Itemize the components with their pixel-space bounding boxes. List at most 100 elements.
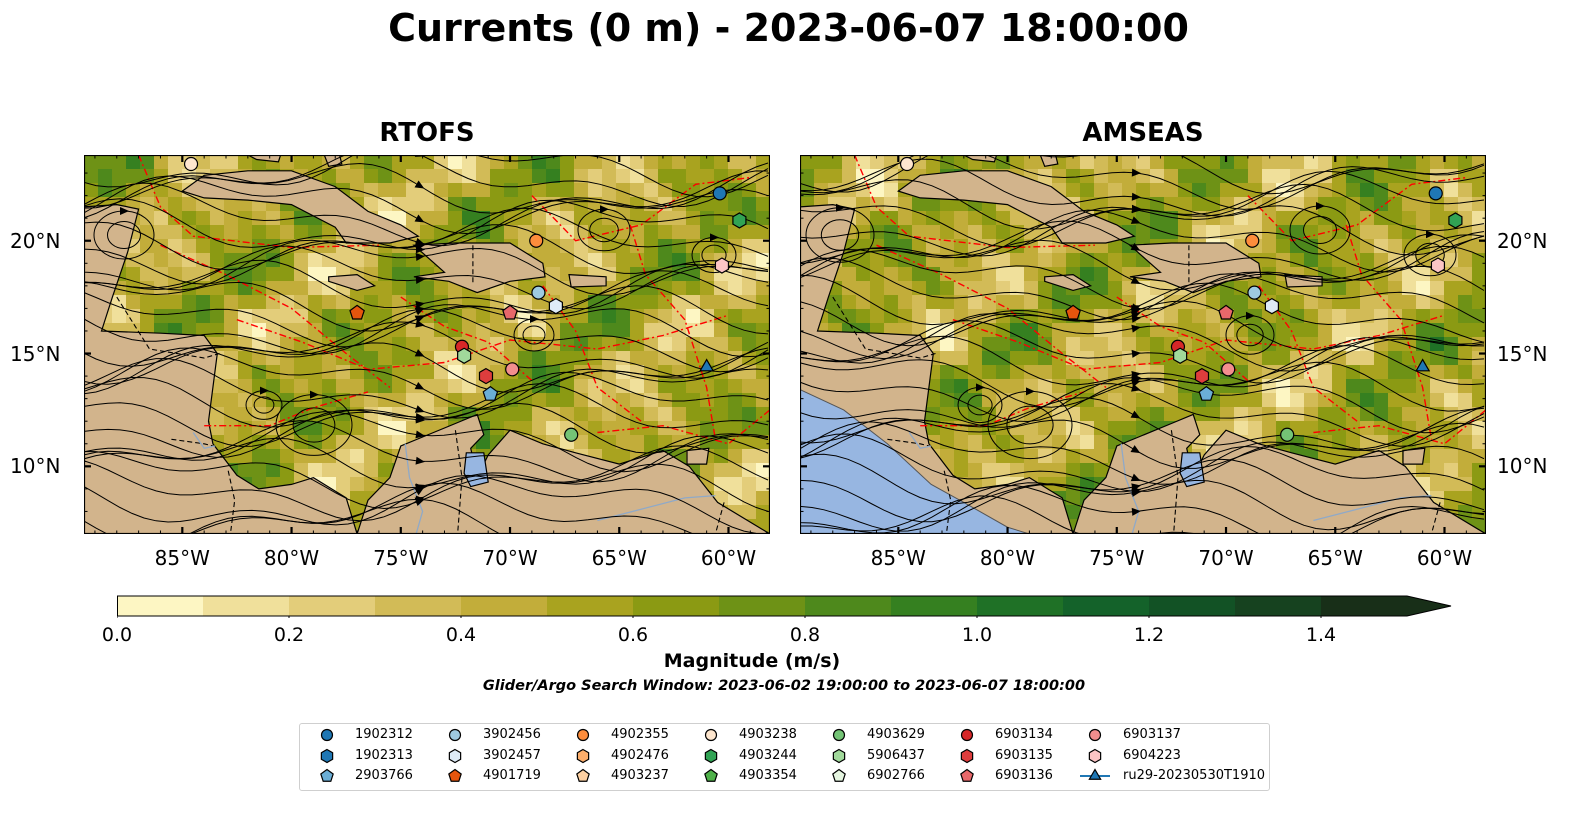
panel-title-rtofs: RTOFS [379,118,475,148]
colorbar-segment [461,596,548,616]
lat-tick-label: 20°N [1497,228,1548,253]
lon-tick-label: 70°W [482,546,538,570]
colorbar-segment [719,596,806,616]
legend-label: 4903238 [739,727,797,742]
float-marker-ru29-20230530T1910 [699,358,715,372]
float-marker-5906437 [1173,347,1188,364]
float-marker-3902456 [531,285,546,300]
legend-marker-pentagon [448,768,462,782]
colorbar-segment [547,596,634,616]
lon-tick-label: 60°W [700,546,757,570]
legend-marker-hexagon [960,748,974,763]
legend-marker-circle [320,728,334,742]
legend-marker-hexagon [448,748,462,763]
legend-marker-pentagon [320,768,334,782]
map-frame [84,155,770,534]
float-marker-4902355 [529,233,544,248]
colorbar-segment [1149,596,1236,616]
float-marker-1902312 [1428,186,1443,201]
colorbar-segment [805,596,892,616]
legend-label: 3902457 [483,747,541,763]
colorbar-extend-arrow [1407,596,1451,616]
legend-label: 1902313 [355,747,413,763]
lon-tick-label: 60°W [1416,546,1473,570]
lon-tick-label: 80°W [979,546,1036,570]
legend-label: 6903134 [995,727,1053,742]
lat-tick-label: 15°N [1497,341,1548,366]
legend-marker-hexagon [576,748,590,763]
legend-marker-circle [704,728,718,742]
float-marker-3902457 [1264,297,1279,315]
colorbar-segment [117,596,204,616]
map-panel-amseas [800,155,1486,534]
colorbar-tick-label: 0.4 [445,624,477,646]
legend-label: 4903354 [739,768,797,783]
legend-marker-hexagon [320,748,334,763]
lon-tick-label: 65°W [1307,546,1363,570]
legend-label: 4902476 [611,747,669,763]
float-marker-3902456 [1247,285,1262,300]
lon-tick-label: 80°W [263,546,320,570]
float-marker-4903238 [899,156,915,172]
colorbar-segment [633,596,720,616]
float-marker-2903766 [482,385,499,401]
float-marker-6903137 [505,362,520,377]
lat-tick-label: 20°N [10,228,61,253]
legend-marker-circle [1088,728,1102,742]
float-marker-ru29-20230530T1910 [1415,358,1431,372]
streamline-arrows [120,155,719,506]
axis-ticks [800,155,1486,534]
float-marker-4902355 [1245,233,1260,248]
map-panel-rtofs [84,155,770,534]
legend-label: 4903237 [611,768,669,783]
colorbar-tick-label: 0.8 [789,624,821,646]
map-frame [800,155,1486,534]
legend-marker-hexagon [1088,748,1102,763]
legend-marker-circle [960,728,974,742]
colorbar-tick-label: 0.0 [101,624,133,646]
float-marker-4903244 [732,212,747,229]
legend-label: ru29-20230530T1910 [1123,768,1266,783]
legend-marker-circle [576,728,590,742]
legend-label: 1902312 [355,727,413,742]
lat-tick-label: 10°N [10,454,61,479]
float-marker-4903629 [564,427,579,442]
search-window-text: Glider/Argo Search Window: 2023-06-02 19… [482,678,1086,694]
float-marker-6903135 [1194,367,1210,385]
legend-marker-triangle [1088,768,1102,780]
figure-title: Currents (0 m) - 2023-06-07 18:00:00 [388,6,1189,50]
legend-marker-hexagon [704,748,718,763]
legend-label: 4903629 [867,727,925,742]
float-markers [899,156,1463,442]
eez-boundaries [137,155,770,445]
legend-label: 6903137 [1123,727,1181,742]
colorbar-tick-label: 1.0 [961,624,993,646]
lon-tick-label: 75°W [1089,546,1145,570]
float-marker-6903136 [1218,304,1234,320]
legend-label: 2903766 [355,768,413,783]
colorbar-segment [891,596,978,616]
float-marker-3902457 [548,297,563,315]
rivers [192,432,716,534]
colorbar-segment [977,596,1064,616]
lon-tick-label: 85°W [154,546,210,570]
colorbar-tick-label: 0.2 [273,624,305,646]
float-marker-4903238 [183,156,199,172]
float-marker-6904223 [1430,257,1446,274]
legend-label: 5906437 [867,747,925,763]
float-marker-4903629 [1280,427,1295,442]
colorbar-tick-label: 1.2 [1133,624,1165,646]
float-marker-5906437 [457,347,472,364]
float-marker-6903136 [502,304,518,320]
lon-tick-label: 65°W [591,546,647,570]
colorbar-segment [1321,596,1408,616]
colorbar-segment [289,596,376,616]
legend-marker-circle [448,728,462,742]
lat-tick-label: 10°N [1497,454,1548,479]
colorbar-segment [375,596,462,616]
float-marker-1902312 [712,186,727,201]
legend-label: 6903136 [995,768,1053,783]
legend-marker-pentagon [832,768,846,782]
legend-marker-circle [832,728,846,742]
float-markers [183,156,747,442]
